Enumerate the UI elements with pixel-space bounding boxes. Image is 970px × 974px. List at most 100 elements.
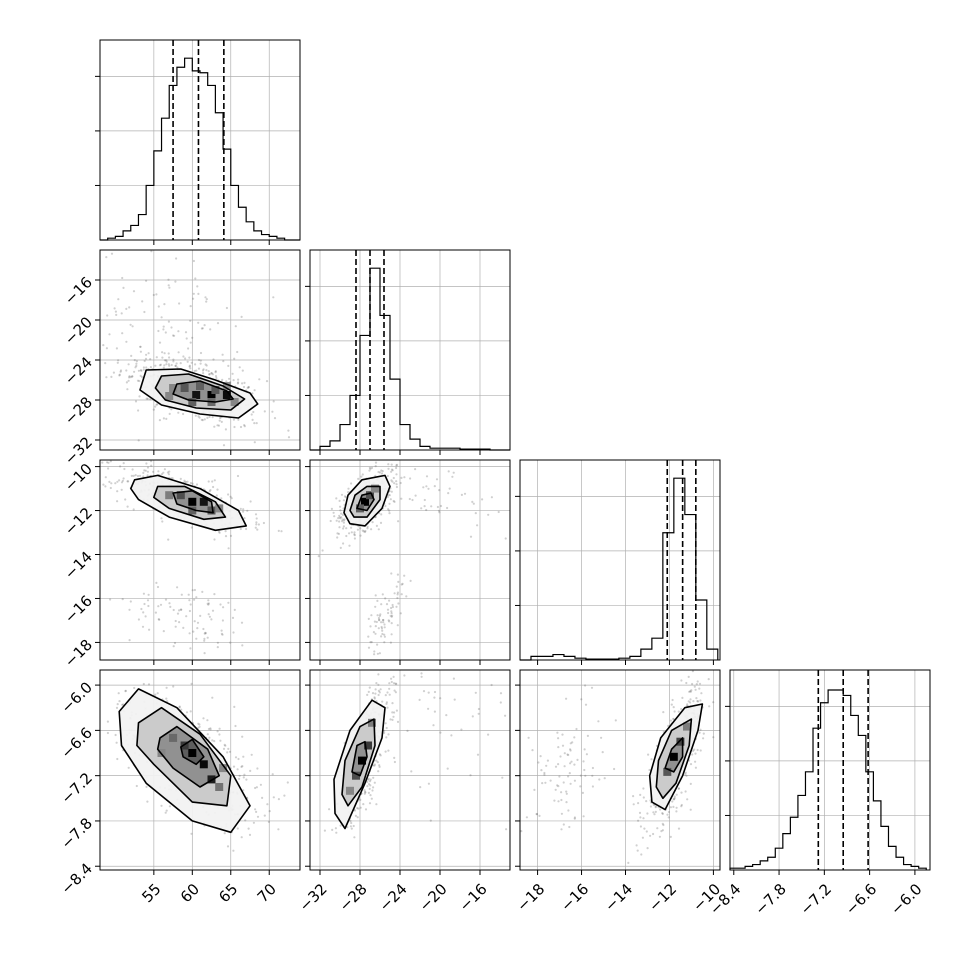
scatter-point (388, 494, 391, 497)
scatter-point (411, 498, 414, 502)
scatter-point (395, 464, 398, 467)
scatter-point (189, 481, 192, 485)
scatter-point (598, 778, 601, 781)
scatter-point (168, 364, 171, 367)
x-tick-label: −16 (557, 880, 592, 915)
scatter-point (256, 528, 259, 531)
scatter-point (143, 310, 146, 314)
scatter-point (650, 758, 653, 761)
scatter-point (188, 365, 191, 368)
scatter-point (379, 613, 382, 616)
scatter-point (255, 521, 258, 524)
scatter-point (356, 528, 359, 531)
scatter-point (208, 615, 211, 618)
scatter-point (420, 672, 423, 675)
scatter-point (174, 364, 177, 367)
scatter-point (384, 722, 387, 725)
scatter-point (191, 589, 194, 592)
scatter-point (400, 593, 403, 596)
panel-background (520, 460, 720, 660)
scatter-point (117, 298, 120, 301)
scatter-point (234, 325, 237, 328)
histogram-step-line (520, 477, 719, 661)
scatter-point (190, 832, 193, 835)
scatter-point (147, 683, 151, 686)
scatter-point (374, 692, 377, 695)
scatter-point (141, 300, 144, 303)
scatter-point (232, 631, 235, 634)
scatter-point (196, 621, 200, 624)
scatter-point (208, 415, 211, 418)
scatter-point (162, 366, 165, 369)
scatter-point (241, 369, 244, 372)
scatter-point (397, 580, 400, 584)
scatter-point (133, 370, 136, 373)
scatter-point (395, 483, 398, 486)
scatter-point (378, 614, 381, 618)
scatter-point (135, 364, 138, 367)
scatter-point (239, 527, 242, 531)
scatter-point (387, 463, 390, 466)
scatter-point (469, 535, 473, 538)
scatter-point (174, 625, 177, 628)
scatter-point (160, 473, 164, 476)
x-tick-label: −24 (376, 880, 411, 915)
scatter-point (177, 351, 180, 354)
scatter-point (127, 766, 130, 769)
scatter-point (107, 461, 110, 464)
scatter-point (569, 749, 572, 752)
scatter-point (218, 531, 221, 534)
scatter-point (427, 691, 430, 694)
scatter-point (198, 416, 201, 419)
scatter-point (240, 315, 243, 318)
scatter-point (254, 808, 257, 811)
scatter-point (669, 719, 673, 722)
scatter-point (636, 849, 639, 852)
scatter-point (490, 683, 493, 687)
scatter-point (613, 767, 616, 771)
scatter-point (162, 630, 165, 633)
scatter-point (115, 347, 118, 350)
scatter-point (637, 819, 640, 822)
scatter-point (256, 767, 259, 770)
scatter-point (172, 360, 175, 363)
y-tick-label: −12 (61, 504, 96, 539)
scatter-point (339, 824, 342, 827)
scatter-point (255, 523, 258, 526)
scatter-point (689, 698, 692, 701)
scatter-point (138, 474, 142, 477)
scatter-point (193, 620, 196, 623)
scatter-point (167, 538, 170, 541)
scatter-point (474, 691, 477, 694)
scatter-point (392, 715, 395, 718)
scatter-point (379, 688, 382, 691)
scatter-point (213, 538, 216, 541)
scatter-point (427, 707, 430, 710)
scatter-point (694, 760, 697, 763)
scatter-point (188, 364, 191, 367)
scatter-point (167, 284, 170, 287)
scatter-point (146, 800, 149, 803)
scatter-point (169, 605, 172, 609)
scatter-point (388, 682, 391, 685)
scatter-point (476, 753, 480, 756)
scatter-point (118, 700, 121, 703)
scatter-point (385, 701, 388, 704)
scatter-point (219, 739, 222, 742)
scatter-point (397, 602, 400, 605)
scatter-point (265, 380, 269, 383)
scatter-point (201, 590, 204, 594)
scatter-point (368, 469, 371, 472)
scatter-point (429, 819, 432, 822)
density-cell (358, 756, 366, 765)
scatter-point (183, 479, 186, 482)
scatter-point (104, 476, 107, 479)
scatter-point (378, 764, 381, 767)
scatter-point (277, 798, 280, 801)
scatter-point (128, 375, 131, 378)
scatter-point (141, 625, 145, 628)
scatter-point (185, 711, 189, 714)
scatter-point (339, 517, 342, 520)
scatter-point (149, 366, 152, 369)
scatter-point (380, 513, 383, 516)
